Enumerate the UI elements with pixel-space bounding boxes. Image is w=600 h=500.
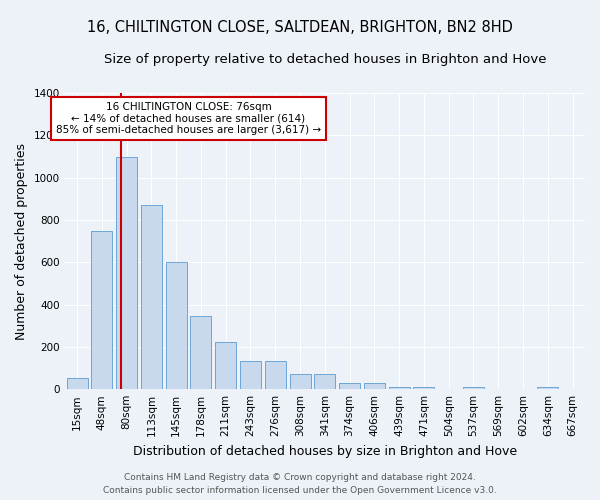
Bar bbox=[91, 230, 112, 389]
Bar bbox=[265, 360, 286, 389]
Bar bbox=[314, 374, 335, 389]
Bar bbox=[240, 360, 261, 389]
Bar bbox=[166, 262, 187, 389]
Bar bbox=[116, 156, 137, 389]
Bar bbox=[339, 384, 360, 389]
Text: 16, CHILTINGTON CLOSE, SALTDEAN, BRIGHTON, BN2 8HD: 16, CHILTINGTON CLOSE, SALTDEAN, BRIGHTO… bbox=[87, 20, 513, 35]
X-axis label: Distribution of detached houses by size in Brighton and Hove: Distribution of detached houses by size … bbox=[133, 444, 517, 458]
Bar bbox=[463, 388, 484, 389]
Bar bbox=[190, 316, 211, 389]
Bar bbox=[215, 342, 236, 389]
Bar bbox=[413, 387, 434, 389]
Bar bbox=[389, 387, 410, 389]
Title: Size of property relative to detached houses in Brighton and Hove: Size of property relative to detached ho… bbox=[104, 52, 546, 66]
Bar bbox=[141, 205, 162, 389]
Y-axis label: Number of detached properties: Number of detached properties bbox=[15, 142, 28, 340]
Bar bbox=[67, 378, 88, 389]
Bar bbox=[364, 384, 385, 389]
Text: 16 CHILTINGTON CLOSE: 76sqm
← 14% of detached houses are smaller (614)
85% of se: 16 CHILTINGTON CLOSE: 76sqm ← 14% of det… bbox=[56, 102, 321, 135]
Text: Contains HM Land Registry data © Crown copyright and database right 2024.
Contai: Contains HM Land Registry data © Crown c… bbox=[103, 474, 497, 495]
Bar bbox=[538, 387, 559, 389]
Bar bbox=[290, 374, 311, 389]
